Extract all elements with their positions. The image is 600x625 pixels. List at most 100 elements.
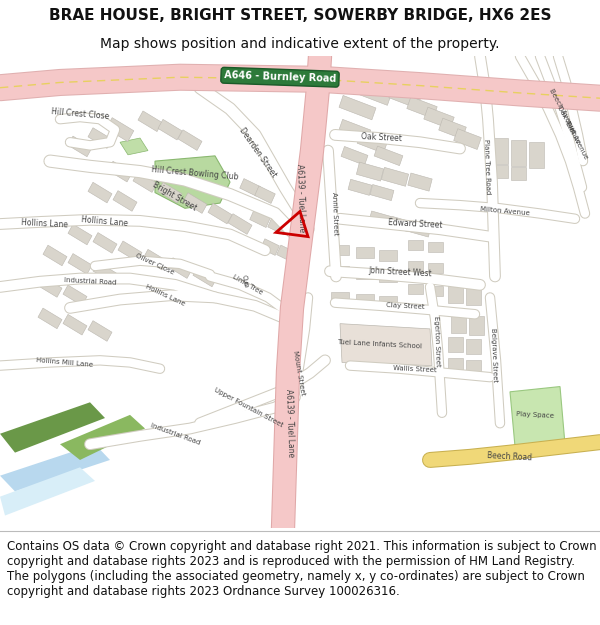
Text: Cuo: Cuo <box>241 274 249 289</box>
Polygon shape <box>356 294 374 305</box>
Polygon shape <box>379 250 397 261</box>
Polygon shape <box>427 286 443 296</box>
Polygon shape <box>407 284 422 294</box>
Polygon shape <box>108 161 132 182</box>
Polygon shape <box>38 277 62 298</box>
Polygon shape <box>407 261 422 271</box>
Polygon shape <box>356 247 374 258</box>
Polygon shape <box>427 242 443 252</box>
Polygon shape <box>260 239 280 256</box>
Polygon shape <box>38 308 62 329</box>
Polygon shape <box>511 168 526 180</box>
Polygon shape <box>155 156 230 208</box>
Polygon shape <box>454 129 481 149</box>
Text: Hollins Lane: Hollins Lane <box>22 218 68 230</box>
Polygon shape <box>407 240 422 250</box>
Text: Hill Crest Bowling Club: Hill Crest Bowling Club <box>151 166 239 182</box>
Polygon shape <box>369 211 391 227</box>
Polygon shape <box>466 339 481 354</box>
Polygon shape <box>348 179 372 196</box>
Polygon shape <box>379 271 397 282</box>
Polygon shape <box>331 245 349 256</box>
Polygon shape <box>451 314 466 333</box>
Polygon shape <box>0 402 105 452</box>
Polygon shape <box>466 361 481 375</box>
Text: Belgrave Street: Belgrave Street <box>490 328 498 382</box>
Text: Egerton Street: Egerton Street <box>433 316 441 367</box>
Polygon shape <box>68 224 92 245</box>
Polygon shape <box>60 415 145 460</box>
Polygon shape <box>439 118 466 139</box>
Polygon shape <box>529 142 544 168</box>
Polygon shape <box>68 136 92 157</box>
Text: Elm Avenue: Elm Avenue <box>563 121 589 160</box>
Polygon shape <box>168 258 192 278</box>
Polygon shape <box>158 182 182 203</box>
Polygon shape <box>427 263 443 273</box>
Text: A6139 - Tuel Lane: A6139 - Tuel Lane <box>284 389 296 458</box>
Text: A646 - Burnley Road: A646 - Burnley Road <box>224 70 336 84</box>
Polygon shape <box>183 192 207 213</box>
Text: Upper Fountain Street: Upper Fountain Street <box>212 387 283 428</box>
Polygon shape <box>448 282 463 302</box>
Text: Mount Street: Mount Street <box>292 350 306 396</box>
Polygon shape <box>193 266 217 287</box>
Polygon shape <box>255 186 275 203</box>
Text: Play Space: Play Space <box>516 411 554 419</box>
Polygon shape <box>389 216 411 232</box>
Polygon shape <box>68 254 92 274</box>
Polygon shape <box>93 262 117 282</box>
Polygon shape <box>133 172 157 192</box>
Text: Tuel Lane Infants School: Tuel Lane Infants School <box>337 339 422 350</box>
Polygon shape <box>379 296 397 307</box>
Polygon shape <box>250 210 270 227</box>
Polygon shape <box>359 85 391 106</box>
Polygon shape <box>228 214 252 234</box>
Text: Beech Road: Beech Road <box>487 451 533 462</box>
Polygon shape <box>357 133 387 153</box>
Polygon shape <box>340 324 432 366</box>
Text: A6139 - Tuel Lane: A6139 - Tuel Lane <box>295 164 307 232</box>
Polygon shape <box>158 119 182 140</box>
Polygon shape <box>106 118 134 142</box>
Text: Edward Street: Edward Street <box>388 218 442 230</box>
Polygon shape <box>88 127 112 148</box>
Text: John Street West: John Street West <box>368 266 432 278</box>
Polygon shape <box>331 292 349 302</box>
Polygon shape <box>118 241 142 262</box>
Polygon shape <box>0 468 95 516</box>
Polygon shape <box>389 86 421 109</box>
Polygon shape <box>510 386 565 446</box>
Polygon shape <box>370 184 394 201</box>
Text: Bright Street: Bright Street <box>151 181 199 213</box>
Text: Hollins Lane: Hollins Lane <box>81 216 129 229</box>
Text: Plane Tree Road: Plane Tree Road <box>483 139 491 194</box>
Polygon shape <box>493 165 508 178</box>
Polygon shape <box>277 245 295 262</box>
Polygon shape <box>208 203 232 224</box>
Polygon shape <box>178 130 202 151</box>
Polygon shape <box>448 358 463 373</box>
Polygon shape <box>93 232 117 253</box>
Polygon shape <box>63 285 87 306</box>
Polygon shape <box>356 162 383 181</box>
Polygon shape <box>374 75 401 94</box>
Polygon shape <box>511 139 526 166</box>
Polygon shape <box>469 316 484 335</box>
Polygon shape <box>407 97 437 119</box>
Polygon shape <box>382 168 409 186</box>
Polygon shape <box>113 191 137 211</box>
Text: Dearden Street: Dearden Street <box>238 126 278 179</box>
Polygon shape <box>408 173 432 191</box>
Polygon shape <box>138 111 162 132</box>
Text: Beech Avenue: Beech Avenue <box>548 88 577 134</box>
Polygon shape <box>339 96 376 120</box>
Text: Industrial Road: Industrial Road <box>149 422 200 446</box>
Polygon shape <box>341 146 368 165</box>
Polygon shape <box>88 321 112 341</box>
Polygon shape <box>88 182 112 203</box>
Polygon shape <box>424 107 454 129</box>
Text: Contains OS data © Crown copyright and database right 2021. This information is : Contains OS data © Crown copyright and d… <box>7 540 597 598</box>
Text: Hill Crest Close: Hill Crest Close <box>50 107 109 121</box>
Text: Milton Avenue: Milton Avenue <box>480 206 530 217</box>
